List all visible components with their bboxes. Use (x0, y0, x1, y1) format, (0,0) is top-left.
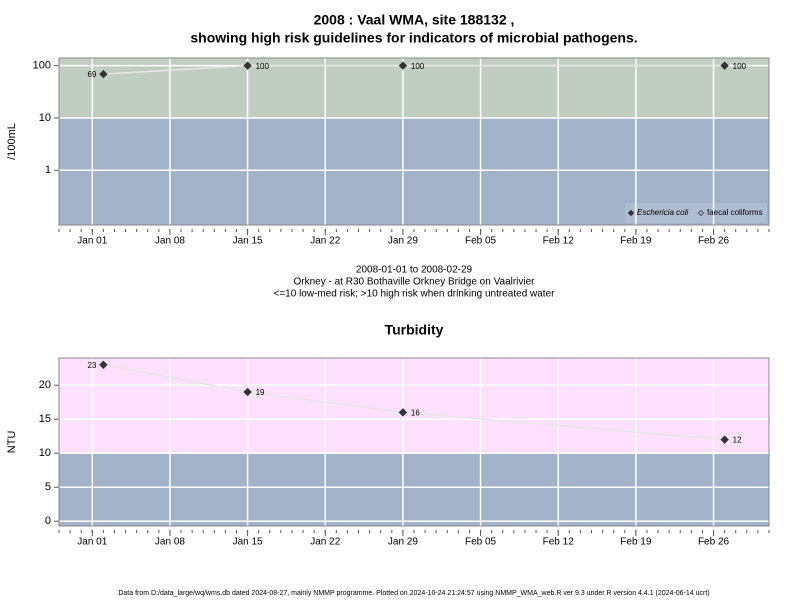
plot-border (58, 357, 770, 527)
chart-title: 2008 : Vaal WMA, site 188132 , (314, 12, 515, 28)
data-point (99, 360, 108, 370)
data-point (720, 435, 729, 444)
x-tick-label: Jan 29 (388, 236, 418, 247)
y-tick-label: 10 (39, 447, 51, 459)
y-tick-label: 1 (45, 164, 51, 176)
y-tick-label: 15 (39, 413, 51, 425)
chart-title: showing high risk guidelines for indicat… (190, 30, 637, 46)
series-line (103, 64, 725, 75)
x-tick-label: Jan 22 (310, 537, 340, 548)
data-point (243, 61, 252, 70)
x-tick-label: Feb 19 (620, 236, 652, 247)
x-tick-label: Feb 26 (698, 236, 730, 247)
caption: 2008-01-01 to 2008-02-29 (356, 265, 473, 276)
caption: <=10 low-med risk; >10 high risk when dr… (274, 289, 556, 300)
data-label: 69 (87, 70, 96, 79)
y-axis-label: /100mL (6, 123, 18, 160)
legend-marker (697, 209, 705, 217)
data-point (243, 387, 252, 397)
data-label: 12 (733, 436, 742, 445)
x-tick-label: Jan 08 (155, 236, 185, 247)
x-tick-label: Feb 12 (543, 236, 575, 247)
footer: Data from D:/data_large/wq/wms.db dated … (118, 590, 709, 597)
x-tick-label: Jan 15 (233, 236, 263, 247)
y-tick-label: 5 (45, 481, 51, 493)
legend-label: faecal coliforms (707, 208, 763, 217)
plot-border (58, 57, 770, 226)
x-tick-label: Jan 15 (233, 537, 263, 548)
data-label: 23 (87, 361, 96, 370)
x-tick-label: Feb 26 (698, 537, 730, 548)
x-tick-label: Feb 12 (543, 537, 575, 548)
y-tick-label: 20 (39, 379, 51, 391)
x-tick-label: Feb 05 (465, 537, 497, 548)
high-risk-band (59, 358, 769, 454)
legend-label: Eschericia coli (637, 208, 688, 217)
y-tick-label: 100 (33, 60, 51, 72)
y-axis-label: NTU (6, 431, 18, 454)
caption: Orkney - at R30 Bothaville Orkney Bridge… (293, 277, 535, 288)
y-tick-label: 0 (45, 515, 51, 527)
x-tick-label: Jan 22 (310, 236, 340, 247)
data-label: 100 (256, 62, 270, 71)
legend (625, 203, 767, 223)
data-point (720, 61, 729, 70)
x-tick-label: Jan 01 (77, 236, 107, 247)
legend-marker (627, 209, 635, 217)
data-label: 100 (733, 62, 747, 71)
low-risk-band (59, 117, 769, 225)
data-label: 16 (411, 409, 420, 418)
chart-title: Turbidity (385, 322, 444, 338)
x-tick-label: Jan 29 (388, 537, 418, 548)
x-tick-label: Feb 05 (465, 236, 497, 247)
data-point (398, 61, 408, 70)
low-risk-band (59, 453, 769, 526)
data-label: 19 (256, 388, 265, 397)
x-tick-label: Feb 19 (620, 537, 652, 548)
y-tick-label: 10 (39, 112, 51, 124)
data-label: 100 (411, 62, 425, 71)
high-risk-band (59, 58, 769, 118)
data-point (398, 408, 408, 417)
x-tick-label: Jan 01 (77, 537, 107, 548)
series-line (103, 364, 725, 441)
x-tick-label: Jan 08 (155, 537, 185, 548)
data-point (99, 69, 108, 79)
